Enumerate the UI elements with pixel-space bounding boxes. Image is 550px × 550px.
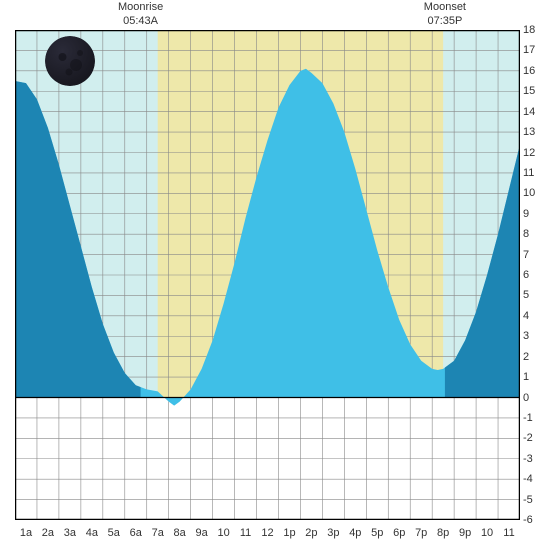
chart-plot-area — [15, 30, 520, 520]
x-tick-label: 6p — [393, 527, 405, 539]
moonrise-time: 05:43A — [123, 15, 158, 27]
y-tick-label: -4 — [523, 473, 533, 485]
y-tick-label: -2 — [523, 432, 533, 444]
x-tick-label: 9a — [196, 527, 208, 539]
x-tick-label: 8p — [437, 527, 449, 539]
x-tick-label: 4p — [349, 527, 361, 539]
y-tick-label: 14 — [523, 106, 535, 118]
x-tick-label: 10 — [217, 527, 229, 539]
moon-svg — [45, 36, 95, 86]
y-tick-label: 13 — [523, 126, 535, 138]
x-tick-label: 5p — [371, 527, 383, 539]
moonset-time: 07:35P — [427, 15, 462, 27]
x-tick-label: 7p — [415, 527, 427, 539]
moonrise-label: Moonrise 05:43A — [111, 0, 171, 29]
moon-phase-icon — [45, 36, 95, 86]
x-tick-label: 2p — [305, 527, 317, 539]
y-tick-label: 12 — [523, 147, 535, 159]
x-tick-label: 6a — [130, 527, 142, 539]
y-tick-label: 8 — [523, 228, 529, 240]
y-tick-label: 9 — [523, 208, 529, 220]
x-tick-label: 1a — [20, 527, 32, 539]
y-tick-label: 2 — [523, 351, 529, 363]
moonset-label: Moonset 07:35P — [415, 0, 475, 29]
y-tick-label: 3 — [523, 330, 529, 342]
y-tick-label: 18 — [523, 24, 535, 36]
x-tick-label: 1p — [283, 527, 295, 539]
moonset-title: Moonset — [424, 1, 466, 13]
x-tick-label: 12 — [261, 527, 273, 539]
y-tick-label: 11 — [523, 167, 534, 179]
x-tick-label: 3p — [327, 527, 339, 539]
header-labels: Moonrise 05:43A Moonset 07:35P — [0, 0, 550, 30]
y-tick-label: -5 — [523, 494, 533, 506]
y-tick-label: 1 — [523, 371, 529, 383]
y-tick-label: 0 — [523, 392, 529, 404]
x-tick-label: 9p — [459, 527, 471, 539]
x-tick-label: 7a — [152, 527, 164, 539]
x-tick-label: 11 — [240, 527, 251, 539]
y-tick-label: 4 — [523, 310, 529, 322]
x-tick-label: 3a — [64, 527, 76, 539]
y-tick-label: 17 — [523, 44, 535, 56]
y-tick-label: -6 — [523, 514, 533, 526]
y-tick-label: 5 — [523, 289, 529, 301]
y-tick-label: 6 — [523, 269, 529, 281]
y-tick-label: 7 — [523, 249, 529, 261]
x-axis: 1a 2a 3a 4a 5a 6a 7a 8a 9a 10 11 12 1p 2p 3p 4p 5p 6p 7p 8p… — [15, 527, 520, 542]
y-tick-label: 16 — [523, 65, 535, 77]
x-tick-label: 5a — [108, 527, 120, 539]
x-tick-label: 8a — [174, 527, 186, 539]
y-tick-label: 15 — [523, 85, 535, 97]
y-tick-label: -3 — [523, 453, 533, 465]
x-tick-label: 10 — [481, 527, 493, 539]
x-tick-label: 4a — [86, 527, 98, 539]
y-tick-label: 10 — [523, 187, 535, 199]
tide-chart-svg — [15, 30, 520, 520]
y-axis: -6-5-4-3-2-10123456789101112131415161718 — [523, 30, 545, 520]
moonrise-title: Moonrise — [118, 1, 163, 13]
x-tick-label: 2a — [42, 527, 54, 539]
y-tick-label: -1 — [523, 412, 533, 424]
x-tick-label: 11 — [503, 527, 514, 539]
